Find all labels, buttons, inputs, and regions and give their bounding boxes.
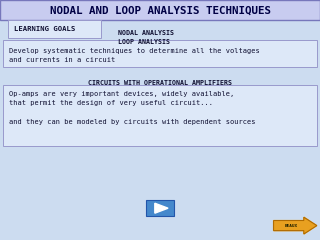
FancyBboxPatch shape	[0, 0, 320, 20]
Polygon shape	[155, 203, 168, 213]
Text: CIRCUITS WITH OPERATIONAL AMPLIFIERS: CIRCUITS WITH OPERATIONAL AMPLIFIERS	[88, 80, 232, 86]
Polygon shape	[274, 217, 317, 234]
Text: Op-amps are very important devices, widely available,
that permit the design of : Op-amps are very important devices, wide…	[9, 91, 255, 125]
Text: LEARNING GOALS: LEARNING GOALS	[14, 26, 76, 32]
Text: NODAL AND LOOP ANALYSIS TECHNIQUES: NODAL AND LOOP ANALYSIS TECHNIQUES	[50, 5, 270, 15]
Text: NODAL ANALYSIS
LOOP ANALYSIS: NODAL ANALYSIS LOOP ANALYSIS	[118, 30, 174, 46]
Text: BEAUX: BEAUX	[285, 224, 298, 228]
FancyBboxPatch shape	[8, 20, 101, 38]
FancyBboxPatch shape	[3, 40, 317, 67]
FancyBboxPatch shape	[3, 85, 317, 146]
FancyBboxPatch shape	[146, 200, 174, 216]
Text: Develop systematic techniques to determine all the voltages
and currents in a ci: Develop systematic techniques to determi…	[9, 48, 260, 63]
